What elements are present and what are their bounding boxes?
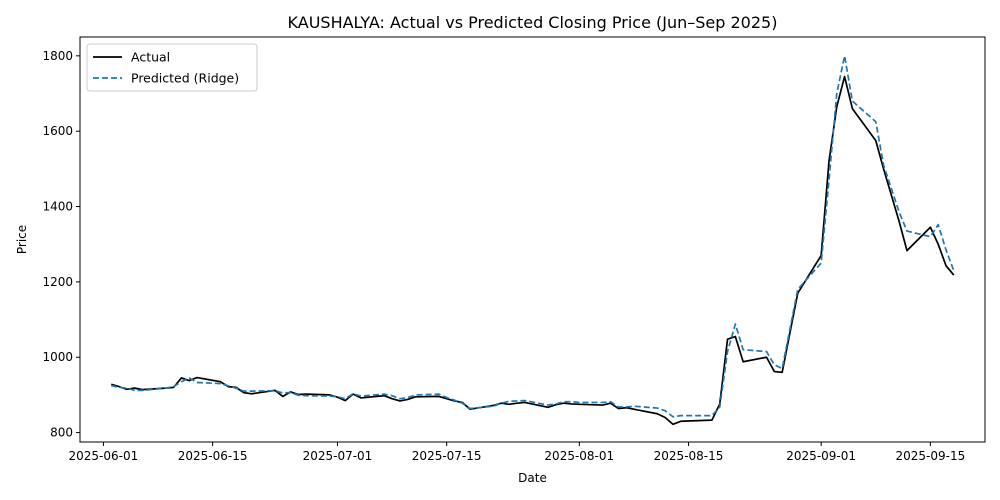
series-line-predicted <box>111 54 955 418</box>
plot-area <box>80 37 985 442</box>
x-tick-label: 2025-08-01 <box>544 449 614 463</box>
x-tick-label: 2025-07-01 <box>303 449 373 463</box>
y-tick-label: 800 <box>50 426 73 440</box>
x-tick-label: 2025-09-01 <box>786 449 856 463</box>
plot-background <box>80 37 985 442</box>
axes-layer: 2025-06-01 2025-06-15 2025-07-01 2025-07-15… <box>42 36 986 463</box>
y-axis-title: Price <box>15 225 29 254</box>
legend-label-predicted: Predicted (Ridge) <box>131 71 239 86</box>
x-tick-label: 2025-06-01 <box>69 449 139 463</box>
series-line-actual <box>110 75 955 426</box>
series-layer <box>110 54 955 426</box>
chart-title: KAUSHALYA: Actual vs Predicted Closing P… <box>288 13 778 32</box>
y-tick-label: 1800 <box>42 49 73 63</box>
y-tick-label: 1400 <box>42 200 73 214</box>
legend-box <box>86 43 258 92</box>
x-axis-title: Date <box>518 471 547 485</box>
x-tick-label: 2025-07-15 <box>412 449 482 463</box>
y-tick-label: 1000 <box>42 350 73 364</box>
x-tick-label: 2025-09-15 <box>896 449 966 463</box>
y-tick-label: 1600 <box>42 124 73 138</box>
legend-label-actual: Actual <box>131 50 170 65</box>
axes-frame <box>79 36 986 443</box>
legend: Actual Predicted (Ridge) <box>86 43 258 92</box>
x-tick-label: 2025-06-15 <box>178 449 248 463</box>
y-tick-label: 1200 <box>42 275 73 289</box>
x-tick-label: 2025-08-15 <box>654 449 724 463</box>
